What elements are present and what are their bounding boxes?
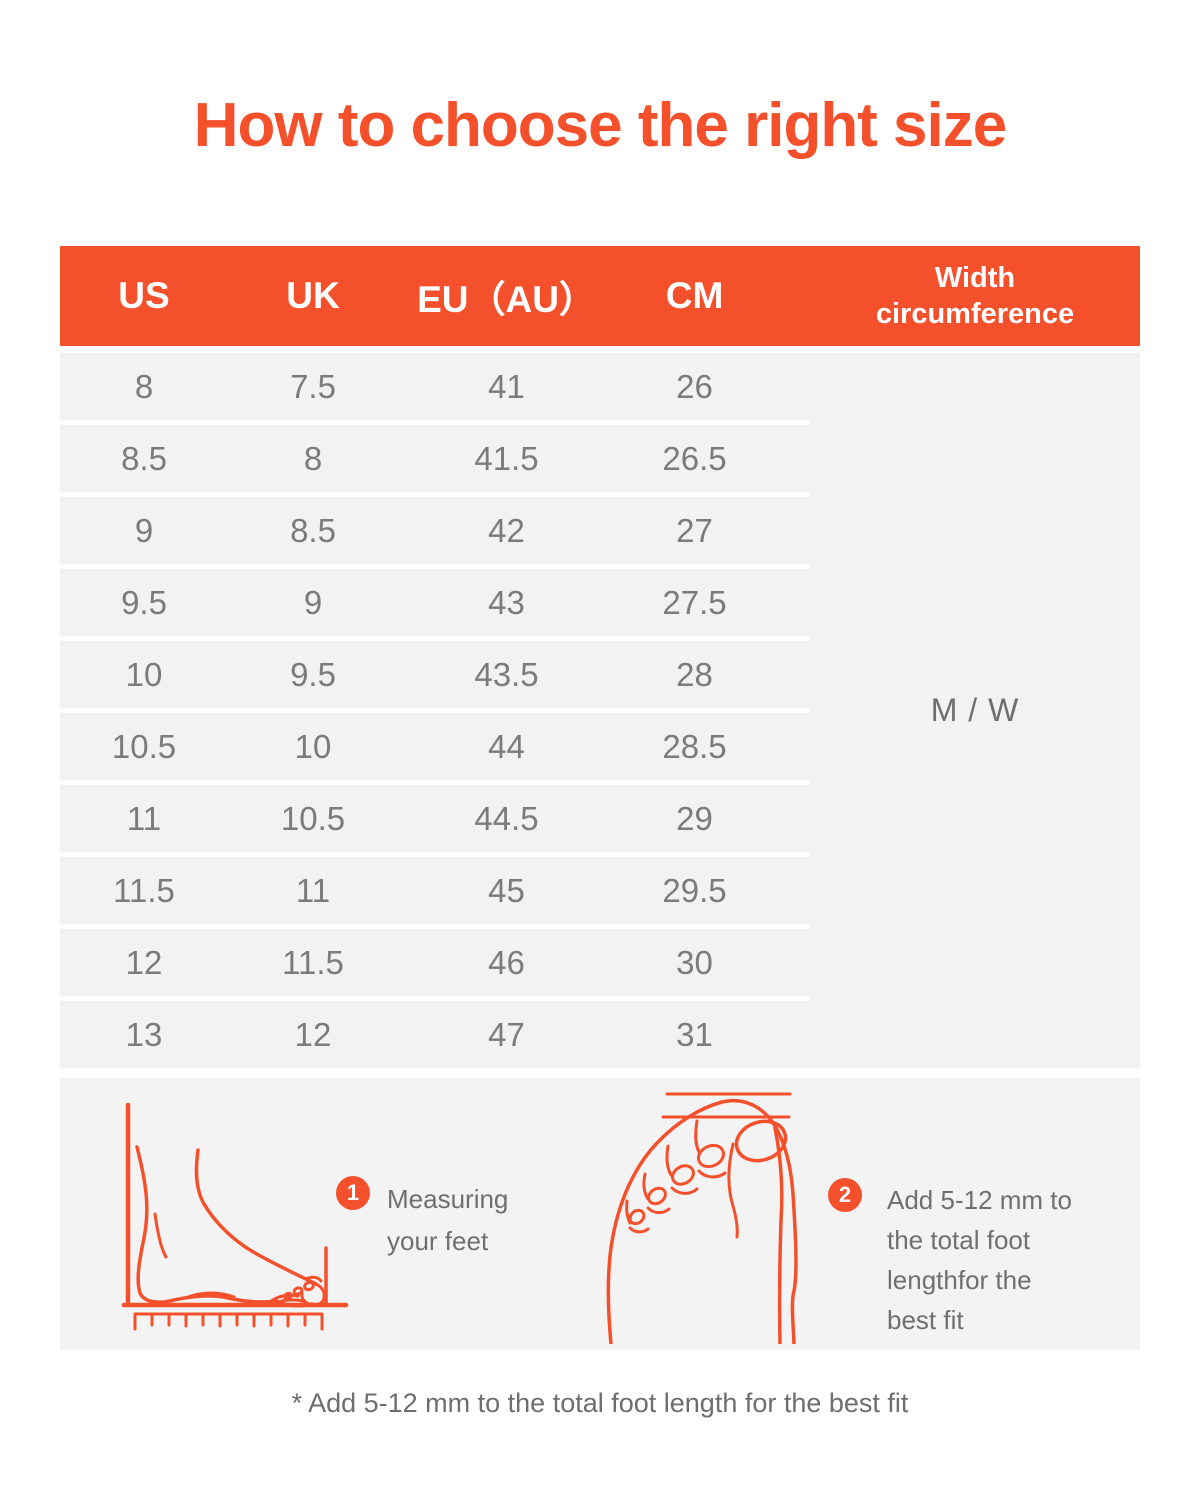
step-2-text: Add 5-12 mm to the total foot lengthfor … — [887, 1180, 1072, 1340]
cell-uk: 9.5 — [290, 655, 336, 693]
cell-us: 9 — [134, 511, 154, 549]
cell-us: 13 — [125, 1015, 163, 1053]
table-row: 8.5 8 41.5 26.5 — [60, 425, 810, 492]
table-row: 9 8.5 42 27 — [60, 497, 810, 564]
cell-cm: 26.5 — [662, 439, 727, 477]
cell-uk: 12 — [294, 1015, 332, 1053]
cell-cm: 27.5 — [662, 583, 727, 621]
cell-eu-au: 44 — [488, 727, 525, 765]
cell-eu-au: 42 — [488, 511, 525, 549]
step-2-line-4: best fit — [887, 1305, 964, 1335]
table-row: 11.5 11 45 29.5 — [60, 857, 810, 924]
step-1-badge: 1 — [336, 1176, 370, 1210]
cell-uk: 8.5 — [290, 511, 336, 549]
cell-uk: 7.5 — [290, 367, 336, 405]
cell-cm: 28 — [676, 655, 713, 693]
column-header-width-circumference: Width circumference — [875, 262, 1075, 330]
cell-cm: 31 — [676, 1015, 713, 1053]
table-row: 10 9.5 43.5 28 — [60, 641, 810, 708]
table-row: 12 11.5 46 30 — [60, 929, 810, 996]
step-1-text: Measuring your feet — [387, 1178, 508, 1262]
table-row: 8 7.5 41 26 — [60, 353, 810, 420]
foot-top-measure-illustration — [606, 1092, 798, 1344]
cell-us: 10 — [125, 655, 163, 693]
size-chart-table: US UK EU（AU） CM Width circumference 8 7.… — [60, 246, 1140, 1068]
cell-uk: 10 — [294, 727, 332, 765]
cell-eu-au: 43.5 — [474, 655, 539, 693]
cell-us: 9.5 — [121, 583, 167, 621]
step-1-line-1: Measuring — [387, 1184, 509, 1214]
column-header-uk: UK — [286, 275, 340, 316]
cell-uk: 11 — [295, 871, 331, 909]
cell-cm: 26 — [676, 367, 713, 405]
table-row: 9.5 9 43 27.5 — [60, 569, 810, 636]
cell-eu-au: 43 — [488, 583, 525, 621]
table-header: US UK EU（AU） CM Width circumference — [60, 246, 1140, 346]
table-row: 10.5 10 44 28.5 — [60, 713, 810, 780]
cell-uk: 10.5 — [280, 799, 346, 837]
cell-eu-au: 44.5 — [474, 799, 539, 837]
footnote: * Add 5-12 mm to the total foot length f… — [291, 1388, 909, 1418]
cell-cm: 30 — [676, 943, 713, 981]
column-header-eu-au: EU（AU） — [417, 279, 596, 320]
cell-us: 8 — [134, 367, 154, 405]
step-2-line-1: Add 5-12 mm to — [887, 1185, 1072, 1215]
cell-cm: 29.5 — [662, 871, 727, 909]
cell-us: 8.5 — [121, 439, 167, 477]
column-header-us: US — [118, 275, 170, 316]
table-row: 13 12 47 31 — [60, 1001, 810, 1068]
page-title: How to choose the right size — [193, 91, 1008, 160]
cell-eu-au: 46 — [488, 943, 525, 981]
table-row: 11 10.5 44.5 29 — [60, 785, 810, 852]
size-rows: 8 7.5 41 26 8.5 8 41.5 26.5 9 8.5 42 27 … — [60, 353, 810, 1068]
cell-cm: 27 — [676, 511, 713, 549]
cell-eu-au: 47 — [488, 1015, 525, 1053]
step-1-line-2: your feet — [387, 1226, 489, 1256]
step-2-line-2: the total foot — [887, 1225, 1031, 1255]
foot-side-measure-illustration — [121, 1102, 349, 1331]
step-2-line-3: lengthfor the — [887, 1265, 1032, 1295]
cell-uk: 9 — [303, 583, 323, 621]
cell-uk: 8 — [303, 439, 323, 477]
cell-cm: 29 — [676, 799, 713, 837]
cell-cm: 28.5 — [662, 727, 727, 765]
cell-uk: 11.5 — [282, 943, 344, 981]
cell-eu-au: 41.5 — [474, 439, 539, 477]
width-circumference-cell: M / W — [810, 353, 1140, 1068]
width-circumference-value: M / W — [930, 692, 1020, 728]
column-header-cm: CM — [665, 275, 724, 316]
cell-us: 10.5 — [111, 727, 177, 765]
measuring-instructions-panel: 1 Measuring your feet 2 Add 5-12 mm to t… — [60, 1078, 1140, 1350]
cell-us: 11.5 — [113, 871, 175, 909]
table-body: 8 7.5 41 26 8.5 8 41.5 26.5 9 8.5 42 27 … — [60, 353, 1140, 1068]
cell-us: 12 — [125, 943, 163, 981]
cell-eu-au: 41 — [488, 367, 525, 405]
cell-eu-au: 45 — [488, 871, 525, 909]
step-2-badge: 2 — [828, 1178, 862, 1212]
cell-us: 11 — [126, 799, 162, 837]
